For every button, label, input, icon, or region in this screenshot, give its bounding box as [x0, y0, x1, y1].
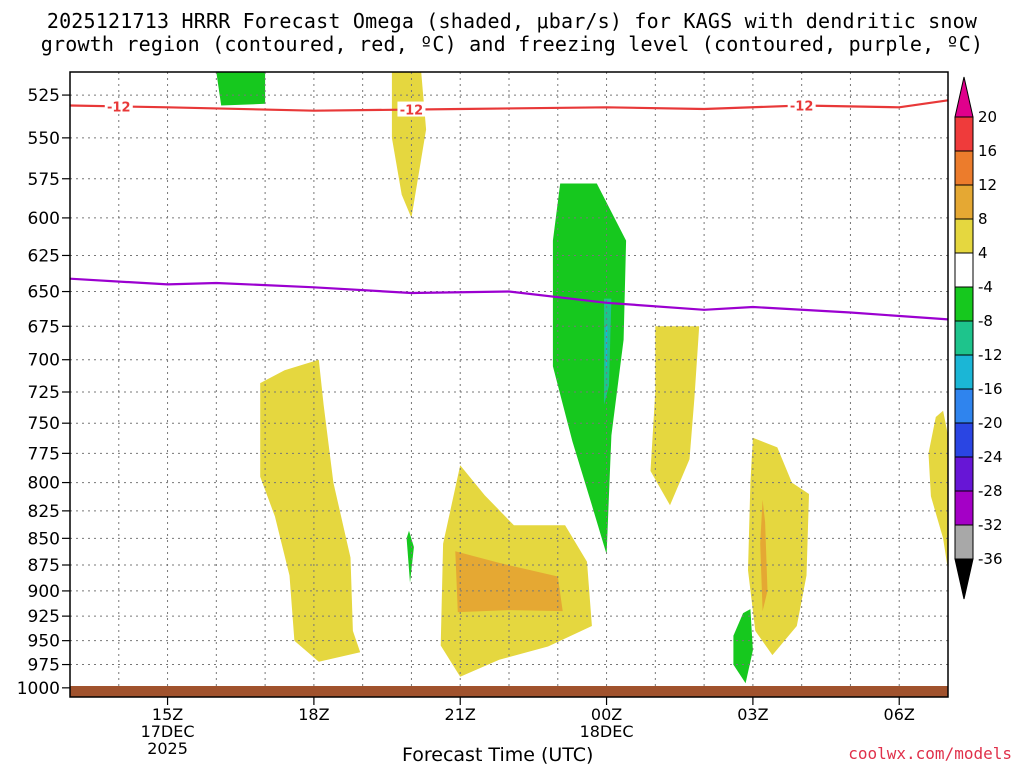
ytick-label-550: 550 — [28, 129, 60, 149]
colorbar-bin-10 — [954, 422, 974, 458]
contour-label-1: -12 — [400, 104, 424, 119]
colorbar-bin-9 — [954, 388, 974, 424]
omega-region-12 — [748, 437, 809, 656]
omega-colorbar: 20 16 12 8 4 -4 -8 -12 -16 -20 -24 -28 -32 -36 — [954, 76, 1003, 600]
colorbar-bin-1 — [954, 116, 974, 152]
xtick-date-18DEC: 18DEC — [580, 722, 634, 741]
colorbar-label-5: -4 — [978, 278, 993, 296]
contour-label-0: -12 — [107, 100, 131, 115]
colorbar-bin-3 — [954, 184, 974, 220]
xtick-date-17DEC: 17DEC — [141, 722, 195, 741]
omega-region-4 — [406, 530, 414, 583]
xtick-label-03Z: 03Z — [737, 705, 768, 724]
omega-region-14 — [928, 410, 948, 571]
colorbar-bin-12 — [954, 490, 974, 526]
ytick-label-575: 575 — [28, 170, 60, 190]
colorbar-bin-2 — [954, 150, 974, 186]
xtick-label-06Z: 06Z — [884, 705, 915, 724]
colorbar-bottom-arrow — [954, 558, 974, 600]
ytick-label-525: 525 — [28, 86, 60, 106]
chart-title-line-2: growth region (contoured, red, ºC) and f… — [40, 32, 984, 56]
ytick-label-625: 625 — [28, 246, 60, 266]
ytick-label-775: 775 — [28, 444, 60, 464]
colorbar-label-0: 20 — [978, 108, 997, 126]
colorbar-label-1: 16 — [978, 142, 997, 160]
omega-region-6 — [455, 551, 563, 613]
omega-region-8 — [604, 298, 612, 405]
colorbar-bin-8 — [954, 354, 974, 390]
ytick-label-675: 675 — [28, 317, 60, 337]
site-credit: coolwx.com/models — [848, 744, 1012, 763]
colorbar-label-3: 8 — [978, 210, 988, 228]
colorbar-label-12: -32 — [978, 516, 1003, 534]
omega-region-2 — [391, 72, 427, 218]
omega-shading-layer — [216, 72, 948, 684]
colorbar-label-7: -12 — [978, 346, 1003, 364]
xtick-label-15Z: 15Z — [152, 705, 183, 724]
colorbar-bin-4 — [954, 218, 974, 254]
contour-label-bg-1 — [397, 101, 426, 117]
gridlines — [69, 72, 949, 697]
colorbar-label-last: -36 — [978, 550, 1003, 568]
ytick-label-650: 650 — [28, 283, 60, 303]
colorbar-bin-13 — [954, 524, 974, 560]
dendritic-growth-contour — [69, 99, 949, 112]
ytick-label-875: 875 — [28, 556, 60, 576]
colorbar-bin-11 — [954, 456, 974, 492]
colorbar-bin-6 — [954, 286, 974, 322]
xtick-year-2025: 2025 — [147, 739, 188, 758]
omega-region-10 — [650, 326, 700, 506]
colorbar-label-11: -28 — [978, 482, 1003, 500]
colorbar-label-4: 4 — [978, 244, 988, 262]
contour-label-2: -12 — [790, 100, 814, 115]
omega-region-1 — [216, 72, 266, 106]
ytick-label-725: 725 — [28, 383, 60, 403]
contour-layer: -12 -12 -12 — [69, 97, 949, 321]
colorbar-label-10: -24 — [978, 448, 1003, 466]
colorbar-label-6: -8 — [978, 312, 993, 330]
omega-region-7 — [552, 183, 627, 555]
ytick-label-800: 800 — [28, 474, 60, 494]
colorbar-label-8: -16 — [978, 380, 1003, 398]
omega-region-11 — [733, 609, 753, 684]
ytick-label-900: 900 — [28, 582, 60, 602]
colorbar-bin-7 — [954, 320, 974, 356]
freezing-level-contour — [69, 277, 949, 321]
xtick-label-18Z: 18Z — [298, 705, 329, 724]
omega-region-13 — [760, 499, 768, 612]
x-axis-title: Forecast Time (UTC) — [402, 744, 594, 766]
colorbar-top-arrow — [954, 76, 974, 118]
contour-label-bg-2 — [787, 97, 816, 113]
ytick-label-700: 700 — [28, 351, 60, 371]
ground-terrain-band — [70, 686, 948, 697]
pressure-axis: 525 550 575 600 625 650 675 700 725 750 775 800 825 8… — [17, 86, 70, 699]
xtick-label-21Z: 21Z — [445, 705, 476, 724]
ytick-label-850: 850 — [28, 529, 60, 549]
contour-label-bg-0 — [104, 98, 133, 114]
chart-title-line-1: 2025121713 HRRR Forecast Omega (shaded, … — [46, 9, 978, 33]
ytick-label-950: 950 — [28, 632, 60, 652]
colorbar-label-9: -20 — [978, 414, 1003, 432]
ytick-label-750: 750 — [28, 414, 60, 434]
ytick-label-975: 975 — [28, 656, 60, 676]
ytick-label-825: 825 — [28, 502, 60, 522]
xtick-label-00Z: 00Z — [591, 705, 622, 724]
ytick-label-600: 600 — [28, 209, 60, 229]
ytick-label-1000: 1000 — [17, 679, 60, 699]
ytick-label-925: 925 — [28, 607, 60, 627]
colorbar-bin-5 — [954, 252, 974, 288]
colorbar-label-2: 12 — [978, 176, 997, 194]
plot-frame — [69, 71, 949, 698]
